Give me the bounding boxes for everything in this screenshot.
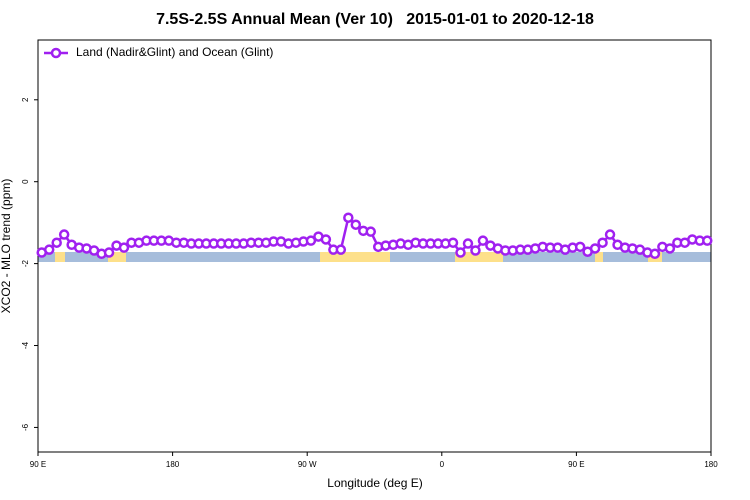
point [320, 234, 332, 245]
point [462, 238, 474, 249]
x-tick-label: 90 E [568, 460, 584, 469]
point [51, 237, 62, 248]
point [649, 248, 661, 260]
chart-title: 7.5S-2.5S Annual Mean (Ver 10) 2015-01-0… [156, 11, 594, 28]
land-patch [455, 252, 503, 262]
x-tick-label: 90 W [298, 460, 317, 469]
land-patch [320, 252, 390, 262]
point [365, 226, 377, 237]
point [574, 241, 586, 253]
point [335, 244, 347, 255]
point [343, 212, 354, 223]
point [447, 237, 459, 248]
point [477, 235, 489, 246]
x-tick-label: 0 [440, 460, 445, 469]
legend-marker [50, 47, 62, 59]
point [350, 219, 362, 230]
y-tick-label: 0 [21, 179, 30, 184]
legend-label: Land (Nadir&Glint) and Ocean (Glint) [76, 45, 273, 59]
y-tick-label: -4 [21, 341, 30, 349]
point [118, 242, 130, 253]
point [597, 237, 608, 248]
y-tick-label: -6 [21, 423, 30, 431]
point [470, 245, 481, 256]
y-tick-label: -2 [21, 260, 30, 268]
point [305, 235, 317, 246]
land-patch [595, 252, 603, 262]
land-patch [108, 252, 126, 262]
x-tick-label: 180 [166, 460, 180, 469]
point [58, 229, 70, 240]
point [664, 243, 676, 254]
point [589, 243, 601, 254]
point [103, 247, 115, 258]
plot-frame [37, 39, 712, 453]
y-tick-label: 2 [21, 97, 30, 102]
point [43, 244, 55, 255]
y-axis-label: XCO2 - MLO trend (ppm) [0, 179, 13, 314]
map-band [38, 252, 711, 262]
point [702, 235, 713, 246]
x-tick-label: 180 [704, 460, 718, 469]
x-axis-label: Longitude (deg E) [327, 476, 422, 490]
x-tick-label: 90 E [30, 460, 46, 469]
point [604, 229, 616, 240]
land-patch [55, 252, 65, 262]
point [455, 247, 466, 258]
